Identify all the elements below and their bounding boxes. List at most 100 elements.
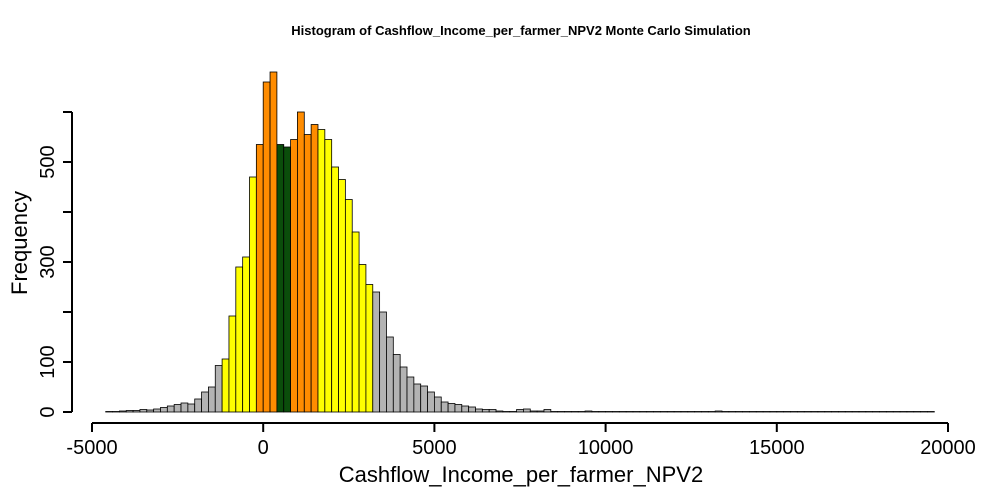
histogram-bar [112, 411, 120, 413]
histogram-bar [406, 376, 415, 413]
y-axis: 0 100 300 500 [37, 111, 73, 418]
histogram-bar [865, 411, 874, 413]
histogram-bar [906, 411, 915, 413]
histogram-bar [714, 410, 723, 413]
histogram-bar [468, 406, 476, 413]
histogram-bar [516, 409, 524, 413]
histogram-bar [502, 411, 511, 413]
x-tick-label: 5000 [412, 437, 457, 459]
histogram-bar [125, 410, 134, 413]
histogram-bar [796, 411, 805, 413]
histogram-bar [242, 256, 250, 413]
histogram-bar [735, 411, 743, 413]
histogram-bar [427, 391, 435, 413]
histogram-bar [201, 391, 209, 413]
histogram-bar [762, 411, 771, 413]
histogram-bar [687, 411, 696, 413]
histogram-bar [543, 409, 552, 413]
histogram-bar [838, 411, 846, 413]
histogram-bar [858, 411, 867, 413]
histogram-bar [899, 411, 908, 413]
histogram-bar [707, 411, 716, 413]
histogram-bar [420, 385, 428, 413]
histogram-bar [790, 411, 798, 413]
histogram-bar [728, 411, 737, 413]
histogram-bar [817, 411, 826, 413]
histogram-bar [310, 124, 319, 413]
histogram-bar [701, 411, 709, 413]
histogram-bar [166, 405, 175, 413]
histogram-bar [379, 311, 387, 413]
histogram-bar [481, 409, 490, 413]
histogram-bar [831, 411, 839, 413]
histogram-bar [529, 410, 538, 413]
histogram-bar [653, 411, 661, 413]
histogram-bar [618, 411, 627, 413]
histogram-bar [776, 411, 785, 413]
histogram-bar [824, 411, 832, 413]
histogram-bar [262, 81, 271, 413]
histogram-bar [495, 410, 504, 413]
histogram-bar [413, 383, 422, 413]
histogram-bar [440, 401, 449, 413]
histogram-bar [605, 411, 613, 413]
x-tick-label: -5000 [66, 437, 117, 459]
histogram-bar [536, 410, 545, 413]
histogram-bar [851, 411, 860, 413]
histogram-bar [570, 411, 579, 413]
histogram-bar [392, 354, 401, 413]
histogram-bar [591, 411, 600, 413]
histogram-bar [255, 144, 264, 413]
histogram-bar [509, 411, 517, 413]
histogram-bar [749, 411, 757, 413]
histogram-bar [783, 411, 791, 413]
histogram-bar [331, 166, 339, 413]
y-tick-label: 500 [37, 145, 59, 178]
histogram-bar [447, 403, 456, 413]
histogram-bar [913, 411, 922, 413]
histogram-bar [564, 411, 572, 413]
histogram-bar [879, 411, 887, 413]
histogram-bar [625, 411, 634, 413]
histogram-bar [694, 411, 702, 413]
histogram-bar [249, 176, 257, 413]
histogram-bar [584, 410, 593, 413]
histogram-bar [283, 146, 291, 413]
histogram-bar [317, 129, 326, 413]
histogram-bar [577, 411, 586, 413]
histogram-bar [461, 405, 470, 413]
histogram-bar [673, 411, 682, 413]
histogram-bar [523, 408, 531, 413]
histogram-bars [105, 71, 935, 413]
histogram-bar [454, 404, 463, 413]
y-tick-label: 100 [37, 345, 59, 378]
histogram-bar [755, 411, 764, 413]
histogram-bar [872, 411, 880, 413]
histogram-bar [214, 365, 223, 413]
histogram-bar [344, 199, 353, 413]
x-tick-label: 0 [258, 437, 269, 459]
y-axis-label: Frequency [7, 191, 32, 295]
y-tick-label: 0 [37, 406, 59, 417]
histogram-bar [680, 411, 689, 413]
histogram-bar [639, 411, 648, 413]
histogram-bar [659, 411, 668, 413]
histogram-bar [324, 139, 333, 413]
histogram-bar [632, 411, 641, 413]
x-tick-label: 10000 [578, 437, 634, 459]
histogram-bar [105, 411, 113, 413]
histogram-bar [221, 358, 230, 413]
histogram-bar [269, 71, 278, 413]
histogram-bar [803, 411, 812, 413]
histogram-bar [187, 403, 196, 413]
histogram-bar [612, 411, 620, 413]
histogram-bar [475, 408, 483, 413]
histogram-bar [920, 411, 928, 413]
x-axis: -5000 0 5000 10000 15000 20000 [66, 422, 976, 459]
histogram-bar [769, 411, 778, 413]
histogram-bar [721, 411, 730, 413]
histogram-bar [386, 336, 394, 413]
histogram-bar [557, 411, 565, 413]
histogram-bar [180, 402, 189, 413]
